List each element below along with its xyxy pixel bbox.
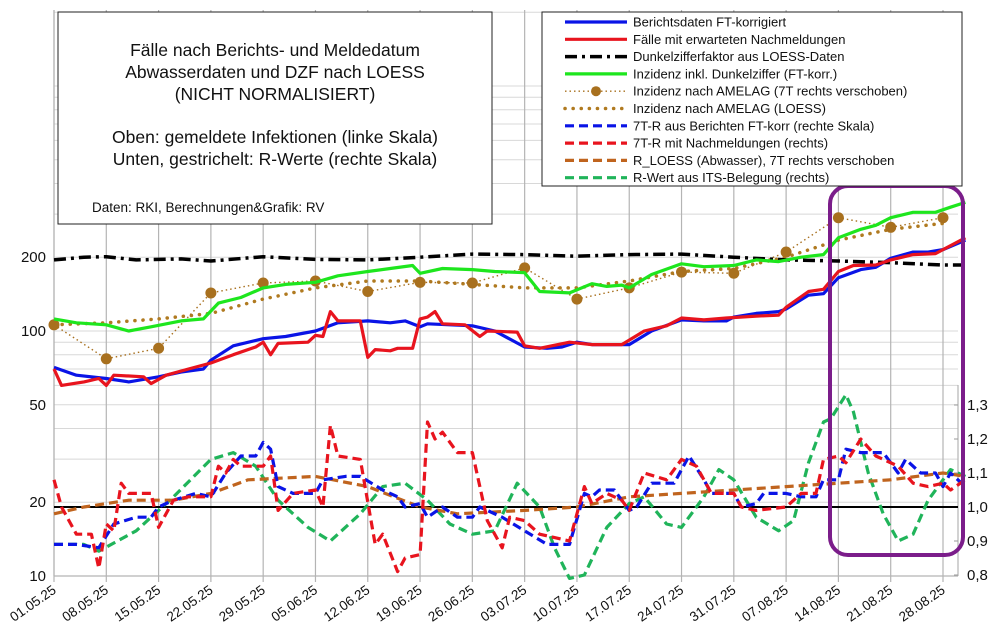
x-tick-label: 17.07.25 (582, 582, 634, 624)
y-left-tick-label: 10 (29, 568, 46, 585)
data-point-marker (153, 342, 165, 354)
x-tick-label: 21.08.25 (844, 582, 896, 624)
legend-label: 7T-R aus Berichten FT-korr (rechte Skala… (633, 118, 874, 133)
data-point-marker (937, 212, 949, 224)
series-line (54, 393, 967, 581)
data-point-marker (466, 277, 478, 289)
x-tick-label: 08.05.25 (59, 582, 111, 624)
legend-label: R-Wert aus ITS-Belegung (rechts) (633, 170, 829, 185)
legend-label: Inzidenz nach AMELAG (7T rechts verschob… (633, 84, 907, 99)
legend-label: Inzidenz nach AMELAG (LOESS) (633, 101, 826, 116)
legend-marker (591, 86, 601, 97)
y-right-tick-label: 1,1 (967, 465, 988, 482)
x-tick-label: 22.05.25 (164, 582, 216, 624)
title-line: Abwasserdaten und DZF nach LOESS (125, 62, 425, 82)
x-tick-label: 19.06.25 (373, 582, 425, 624)
data-point-marker (780, 246, 792, 258)
legend-label: Fälle mit erwarteten Nachmeldungen (633, 32, 845, 47)
x-tick-label: 26.06.25 (425, 582, 477, 624)
x-tick-label: 07.08.25 (739, 582, 791, 624)
y-left-tick-label: 200 (21, 249, 46, 266)
x-tick-label: 01.05.25 (7, 582, 59, 624)
data-point-marker (414, 276, 426, 288)
y-right-tick-label: 0,8 (967, 567, 988, 584)
title-line: Fälle nach Berichts- und Meldedatum (130, 40, 420, 60)
x-tick-label: 31.07.25 (687, 582, 739, 624)
source-note: Daten: RKI, Berechnungen&Grafik: RV (92, 200, 324, 215)
x-tick-label: 24.07.25 (635, 582, 687, 624)
x-tick-label: 05.06.25 (269, 582, 321, 624)
data-point-marker (676, 266, 688, 278)
data-point-marker (257, 277, 269, 289)
data-point-marker (362, 285, 374, 297)
legend-label: Dunkelzifferfaktor aus LOESS-Daten (633, 49, 844, 64)
data-point-marker (832, 212, 844, 224)
legend: Berichtsdaten FT-korrigiert Fälle mit erw… (541, 11, 963, 187)
y-right-tick-label: 1,2 (967, 431, 988, 448)
x-tick-label: 12.06.25 (321, 582, 373, 624)
data-point-marker (48, 319, 60, 331)
title-line: (NICHT NORMALISIERT) (175, 84, 376, 104)
x-tick-label: 29.05.25 (216, 582, 268, 624)
data-point-marker (100, 353, 112, 365)
subtitle-line: Oben: gemeldete Infektionen (linke Skala… (112, 127, 438, 147)
legend-label: R_LOESS (Abwasser), 7T rechts verschoben (633, 153, 894, 168)
legend-label: 7T-R mit Nachmeldungen (rechts) (633, 136, 828, 151)
title-box: Fälle nach Berichts- und Meldedatum Abwa… (57, 11, 493, 225)
x-tick-label: 15.05.25 (112, 582, 164, 624)
y-left-tick-label: 100 (21, 323, 46, 340)
series-line (52, 221, 945, 327)
y-right-tick-label: 0,9 (967, 533, 988, 550)
y-left-tick-label: 50 (29, 397, 46, 414)
data-point-marker (519, 262, 531, 274)
series-line (53, 238, 967, 384)
series-line (53, 252, 966, 267)
series-line (52, 420, 967, 574)
y-right-tick-label: 1,0 (967, 499, 988, 516)
y-left-tick-label: 20 (29, 494, 46, 511)
data-point-marker (885, 221, 897, 233)
subtitle-line: Unten, gestrichelt: R-Werte (rechte Skal… (113, 149, 438, 169)
data-point-marker (571, 293, 583, 305)
x-tick-label: 10.07.25 (530, 582, 582, 624)
series-line (53, 216, 944, 360)
data-point-marker (205, 287, 217, 299)
x-tick-label: 14.08.25 (791, 582, 843, 624)
series-line (52, 236, 967, 387)
legend-label: Berichtsdaten FT-korrigiert (633, 15, 787, 30)
data-point-marker (728, 267, 740, 279)
x-tick-label: 03.07.25 (478, 582, 530, 624)
series-line (53, 200, 966, 333)
series-layer (48, 200, 967, 581)
legend-label: Inzidenz inkl. Dunkelziffer (FT-korr.) (633, 66, 837, 81)
y-right-tick-label: 1,3 (967, 397, 988, 414)
x-tick-label: 28.08.25 (896, 582, 948, 624)
